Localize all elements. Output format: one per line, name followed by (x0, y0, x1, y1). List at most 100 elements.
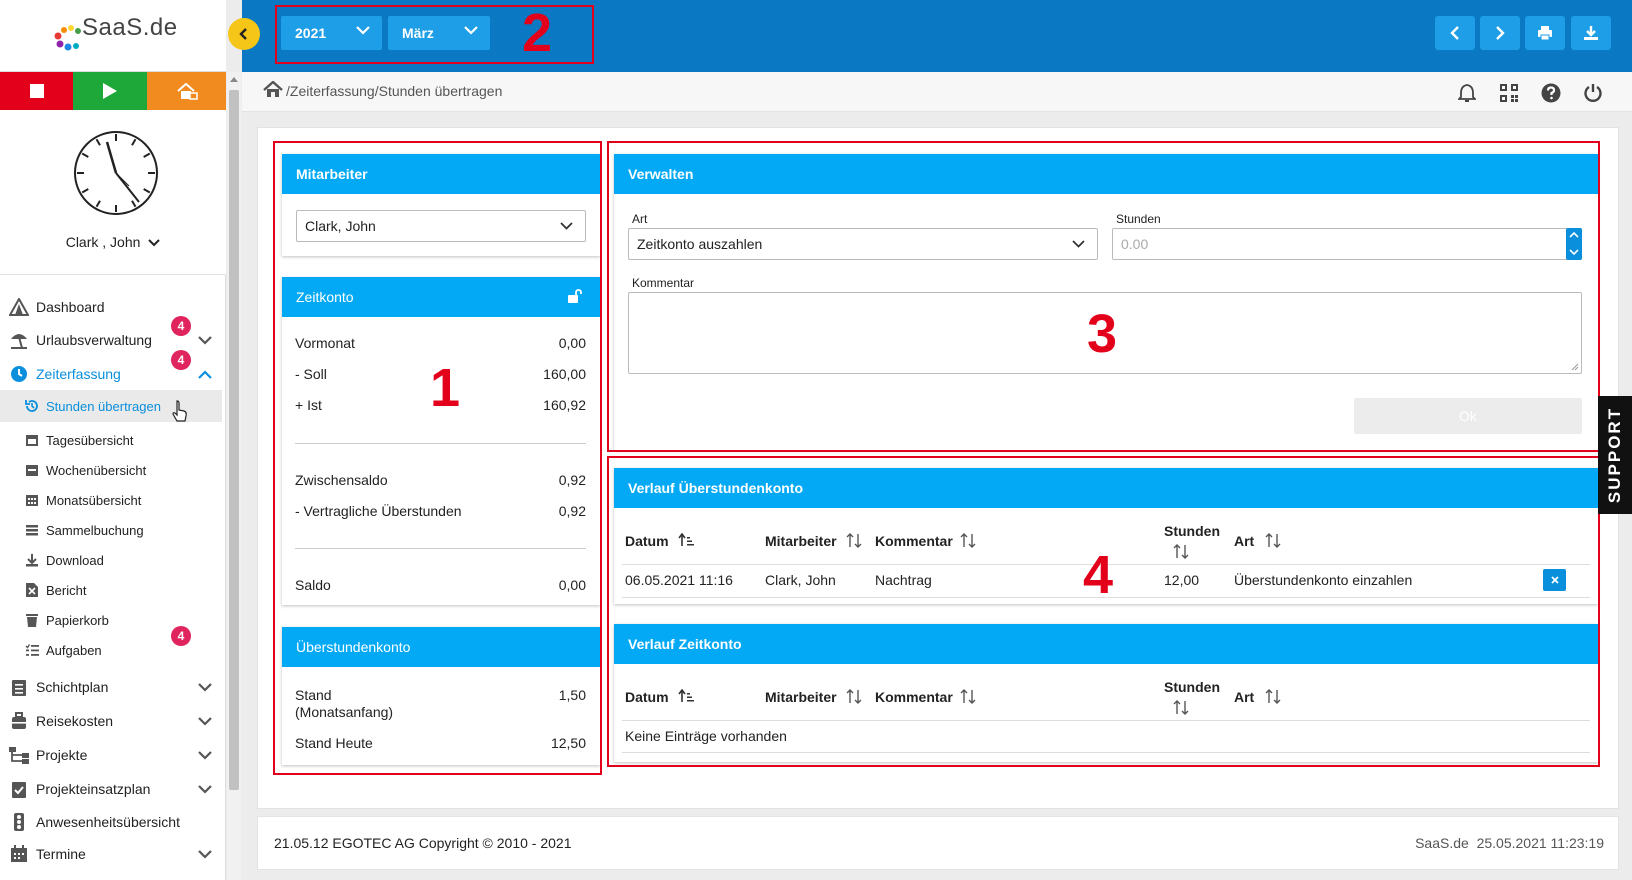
chevron-down-icon[interactable] (198, 716, 212, 726)
card-title: Verlauf Überstundenkonto (614, 468, 1598, 508)
sort-icon[interactable] (846, 689, 862, 704)
sidebar-item-stunden-uebertragen[interactable]: Stunden übertragen (0, 390, 222, 422)
kommentar-textarea[interactable] (628, 292, 1582, 374)
stunden-spinner[interactable] (1566, 228, 1582, 260)
chevron-down-icon[interactable] (198, 784, 212, 794)
home-office-button[interactable] (147, 72, 226, 110)
print-button[interactable] (1525, 16, 1565, 50)
resize-handle-icon[interactable] (1571, 363, 1579, 371)
sidebar-item-schichtplan[interactable]: Schichtplan (0, 671, 226, 703)
column-header-kommentar[interactable]: Kommentar (875, 533, 953, 549)
chevron-down-icon[interactable] (198, 682, 212, 692)
mitarbeiter-value: Clark, John (305, 218, 376, 234)
sidebar-item-projekteinsatzplan[interactable]: Projekteinsatzplan (0, 773, 226, 805)
table-divider (622, 720, 1590, 721)
spinner-down-icon[interactable] (1569, 249, 1579, 255)
sidebar-item-papierkorb[interactable]: Papierkorb (0, 604, 226, 636)
sort-icon[interactable] (1265, 533, 1281, 548)
qr-code-icon[interactable] (1500, 84, 1518, 102)
column-header-kommentar[interactable]: Kommentar (875, 689, 953, 705)
sort-asc-icon[interactable] (678, 533, 694, 547)
mitarbeiter-select[interactable]: Clark, John (296, 210, 586, 242)
art-label: Art (632, 212, 648, 226)
stop-button[interactable] (0, 72, 73, 110)
sort-icon[interactable] (960, 689, 976, 704)
month-select[interactable]: März (388, 16, 490, 50)
unlock-icon[interactable] (567, 289, 583, 304)
sidebar-item-bericht[interactable]: Bericht (0, 574, 226, 606)
cell-kommentar: Nachtrag (875, 572, 932, 588)
zeitkonto-label: + Ist (295, 397, 322, 413)
column-header-stunden[interactable]: Stunden (1164, 679, 1220, 695)
logo[interactable]: SaaS.de (0, 0, 226, 72)
sidebar-item-projekte[interactable]: Projekte (0, 739, 226, 771)
sidebar-item-aufgaben[interactable]: Aufgaben 4 (0, 626, 226, 666)
sort-icon[interactable] (1173, 544, 1189, 559)
column-header-art[interactable]: Art (1234, 689, 1255, 705)
year-select[interactable]: 2021 (281, 16, 382, 50)
empty-state-text: Keine Einträge vorhanden (625, 728, 787, 744)
chevron-down-icon[interactable] (198, 750, 212, 760)
sidebar-item-monatsuebersicht[interactable]: Monatsübersicht (0, 484, 226, 516)
support-tab[interactable]: SUPPORT (1598, 396, 1632, 514)
sidebar-item-tagesuebersicht[interactable]: Tagesübersicht (0, 424, 226, 456)
sort-icon[interactable] (846, 533, 862, 548)
download-icon (26, 554, 38, 567)
art-select[interactable]: Zeitkonto auszahlen (628, 228, 1098, 260)
sidebar-item-label: Dashboard (36, 299, 105, 315)
stand-value: 1,50 (558, 687, 586, 703)
ueberstundenkonto-card: Überstundenkonto (282, 627, 600, 765)
home-icon[interactable] (263, 81, 283, 98)
sidebar-item-wochenuebersicht[interactable]: Wochenübersicht (0, 454, 226, 486)
collapse-sidebar-button[interactable] (228, 18, 260, 50)
sidebar-item-anwesenheitsuebersicht[interactable]: Anwesenheitsübersicht (0, 806, 226, 838)
column-header-mitarbeiter[interactable]: Mitarbeiter (765, 689, 837, 705)
calendar-day-icon (26, 435, 38, 446)
sidebar-item-urlaubsverwaltung[interactable]: Urlaubsverwaltung 4 (0, 316, 226, 356)
stunden-input[interactable]: 0.00 (1112, 228, 1582, 260)
analog-clock-icon (74, 131, 158, 215)
spinner-up-icon[interactable] (1569, 232, 1579, 238)
zeitkonto-value: 0,92 (558, 472, 586, 488)
delete-entry-button[interactable] (1543, 569, 1566, 591)
count-badge: 4 (171, 316, 191, 336)
scroll-up-icon[interactable] (229, 75, 239, 83)
column-header-datum[interactable]: Datum (625, 533, 669, 549)
column-header-art[interactable]: Art (1234, 533, 1255, 549)
sidebar-item-download[interactable]: Download (0, 544, 226, 576)
ok-button[interactable]: Ok (1354, 398, 1582, 434)
logo-mark-icon (54, 25, 81, 51)
bell-icon[interactable] (1458, 83, 1476, 103)
chevron-up-icon[interactable] (198, 369, 212, 379)
logo-text: SaaS.de (82, 14, 178, 41)
sort-icon[interactable] (1173, 700, 1189, 715)
previous-button[interactable] (1435, 16, 1475, 50)
chevron-down-icon[interactable] (198, 335, 212, 345)
stunden-placeholder: 0.00 (1121, 236, 1149, 252)
column-header-stunden[interactable]: Stunden (1164, 523, 1220, 539)
user-menu[interactable]: Clark , John (0, 234, 226, 250)
sidebar-item-dashboard[interactable]: Dashboard (0, 291, 226, 323)
column-header-datum[interactable]: Datum (625, 689, 669, 705)
sidebar-item-zeiterfassung[interactable]: Zeiterfassung 4 (0, 350, 226, 390)
help-icon[interactable] (1541, 83, 1561, 103)
next-button[interactable] (1480, 16, 1520, 50)
sort-icon[interactable] (1265, 689, 1281, 704)
sidebar-item-sammelbuchung[interactable]: Sammelbuchung (0, 514, 226, 546)
sidebar-item-reisekosten[interactable]: Reisekosten (0, 705, 226, 737)
cell-stunden: 12,00 (1164, 572, 1200, 588)
power-icon[interactable] (1583, 83, 1603, 103)
home-office-icon (176, 82, 198, 100)
breadcrumb-bar (242, 72, 1632, 112)
tasks-icon (25, 644, 39, 656)
sort-icon[interactable] (960, 533, 976, 548)
chevron-down-icon[interactable] (198, 849, 212, 859)
download-button[interactable] (1571, 16, 1611, 50)
sidebar-item-termine[interactable]: Termine (0, 838, 226, 870)
column-header-mitarbeiter[interactable]: Mitarbeiter (765, 533, 837, 549)
ok-button-label: Ok (1459, 408, 1477, 424)
play-button[interactable] (73, 72, 147, 110)
sidebar-scroll-thumb[interactable] (229, 90, 239, 790)
sidebar-item-label: Termine (36, 846, 86, 862)
sort-asc-icon[interactable] (678, 689, 694, 703)
